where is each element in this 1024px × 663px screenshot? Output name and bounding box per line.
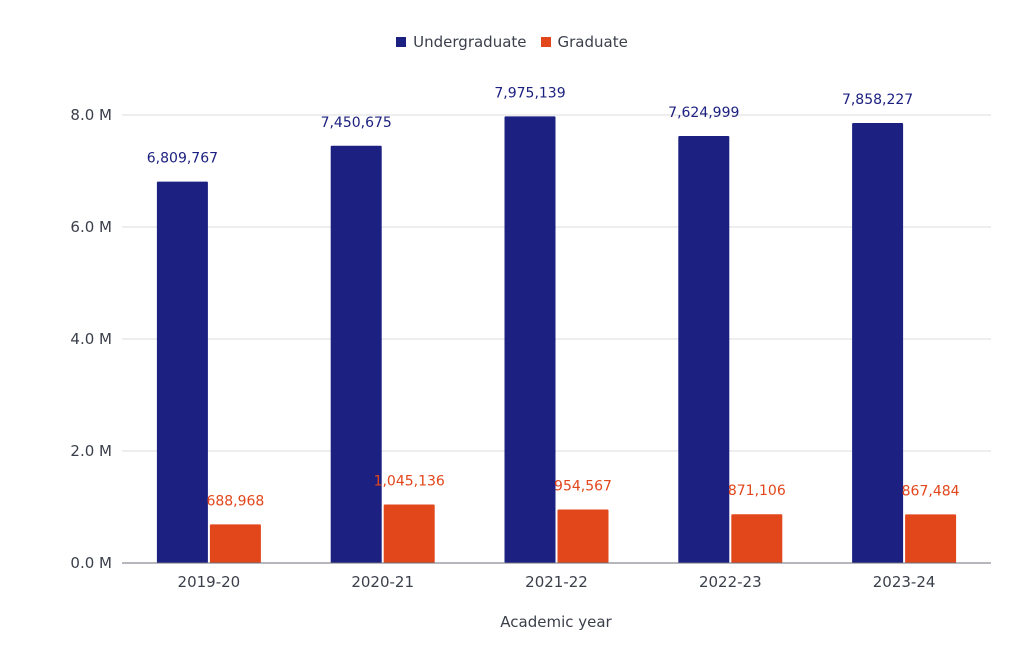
data-label: 7,858,227 xyxy=(842,92,913,108)
bar-undergraduate xyxy=(330,145,382,563)
legend-label-undergraduate: Undergraduate xyxy=(413,33,527,51)
legend: Undergraduate Graduate xyxy=(0,33,1024,51)
legend-label-graduate: Graduate xyxy=(557,33,628,51)
legend-swatch-graduate xyxy=(540,37,551,47)
data-label: 1,045,136 xyxy=(374,473,445,489)
x-tick-label: 2023-24 xyxy=(873,573,936,591)
data-label: 867,484 xyxy=(902,483,960,499)
data-label: 688,968 xyxy=(206,493,264,509)
x-tick-label: 2019-20 xyxy=(178,573,241,591)
x-axis-title: Academic year xyxy=(500,613,612,631)
x-tick-label: 2021-22 xyxy=(525,573,588,591)
data-label: 7,450,675 xyxy=(321,115,392,131)
bar-graduate xyxy=(383,504,435,563)
data-label: 6,809,767 xyxy=(147,151,218,167)
y-tick-label: 0.0 M xyxy=(70,554,112,572)
legend-item-undergraduate: Undergraduate xyxy=(396,33,527,51)
data-label: 871,106 xyxy=(728,483,786,499)
x-tick-label: 2022-23 xyxy=(699,573,762,591)
y-tick-label: 4.0 M xyxy=(70,330,112,348)
y-tick-label: 2.0 M xyxy=(70,442,112,460)
y-tick-label: 6.0 M xyxy=(70,218,112,236)
bar-graduate xyxy=(905,514,957,563)
x-tick-label: 2020-21 xyxy=(351,573,414,591)
data-label: 7,975,139 xyxy=(494,85,565,101)
legend-item-graduate: Graduate xyxy=(540,33,628,51)
bar-graduate xyxy=(209,524,261,563)
bar-undergraduate xyxy=(504,116,556,564)
data-label: 7,624,999 xyxy=(668,105,739,121)
bar-undergraduate xyxy=(852,122,904,564)
bar-graduate xyxy=(557,509,609,563)
bar-undergraduate xyxy=(678,136,730,563)
y-tick-label: 8.0 M xyxy=(70,106,112,124)
bar-undergraduate xyxy=(156,181,208,563)
bar-graduate xyxy=(731,514,783,563)
legend-swatch-undergraduate xyxy=(396,37,407,47)
data-label: 954,567 xyxy=(554,479,612,495)
